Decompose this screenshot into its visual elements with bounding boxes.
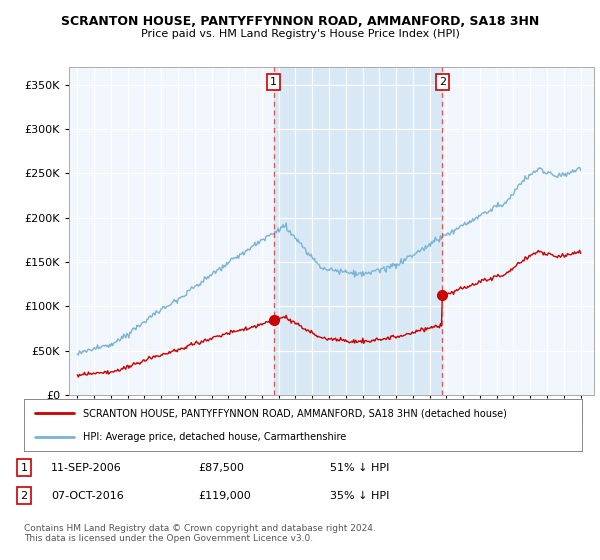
- Text: 1: 1: [20, 463, 28, 473]
- Text: £119,000: £119,000: [198, 491, 251, 501]
- Text: SCRANTON HOUSE, PANTYFFYNNON ROAD, AMMANFORD, SA18 3HN: SCRANTON HOUSE, PANTYFFYNNON ROAD, AMMAN…: [61, 15, 539, 28]
- Text: 51% ↓ HPI: 51% ↓ HPI: [330, 463, 389, 473]
- Text: 35% ↓ HPI: 35% ↓ HPI: [330, 491, 389, 501]
- Text: Contains HM Land Registry data © Crown copyright and database right 2024.
This d: Contains HM Land Registry data © Crown c…: [24, 524, 376, 543]
- Text: 11-SEP-2006: 11-SEP-2006: [51, 463, 122, 473]
- Text: HPI: Average price, detached house, Carmarthenshire: HPI: Average price, detached house, Carm…: [83, 432, 346, 442]
- Text: 1: 1: [270, 77, 277, 87]
- Text: 2: 2: [439, 77, 446, 87]
- Text: £87,500: £87,500: [198, 463, 244, 473]
- Text: Price paid vs. HM Land Registry's House Price Index (HPI): Price paid vs. HM Land Registry's House …: [140, 29, 460, 39]
- Text: 2: 2: [20, 491, 28, 501]
- Text: SCRANTON HOUSE, PANTYFFYNNON ROAD, AMMANFORD, SA18 3HN (detached house): SCRANTON HOUSE, PANTYFFYNNON ROAD, AMMAN…: [83, 408, 506, 418]
- Bar: [274, 67, 442, 395]
- Text: 07-OCT-2016: 07-OCT-2016: [51, 491, 124, 501]
